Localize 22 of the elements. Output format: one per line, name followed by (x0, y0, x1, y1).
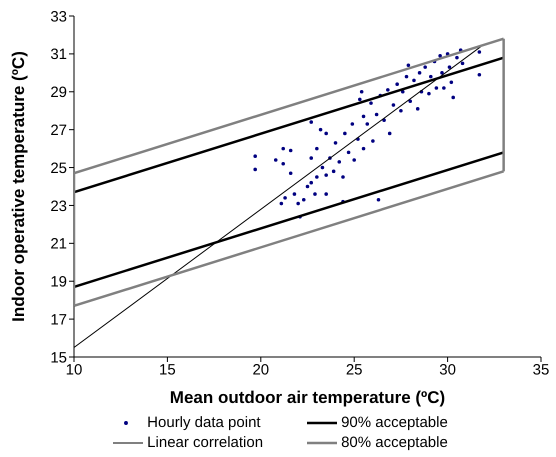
x-tick-label: 20 (252, 362, 270, 379)
y-tick-label: 21 (50, 236, 67, 253)
x-axis-title: Mean outdoor air temperature (ºC) (170, 388, 446, 407)
y-tick-label: 33 (50, 8, 67, 26)
y-tick-label: 31 (50, 46, 67, 64)
y-axis-title: Indoor operative temperature (ºC) (9, 51, 28, 322)
y-tick-label: 25 (50, 160, 67, 177)
x-tick-label: 25 (346, 362, 363, 379)
x-tick-label: 15 (159, 362, 176, 379)
legend-label: 90% acceptable (341, 413, 448, 433)
y-tick-label: 15 (50, 349, 67, 366)
y-tick-label: 27 (50, 122, 67, 139)
x-tick-label: 10 (66, 362, 82, 379)
y-tick-label: 29 (50, 84, 67, 102)
y-tick-label: 19 (50, 274, 67, 291)
legend-label: Linear correlation (147, 433, 264, 453)
x-tick-label: 35 (532, 362, 550, 379)
x-tick-label: 30 (439, 362, 456, 379)
y-tick-label: 23 (50, 198, 67, 215)
legend-label: Hourly data point (147, 413, 261, 433)
y-tick-label: 17 (50, 311, 67, 328)
legend-label: 80% acceptable (341, 433, 448, 453)
